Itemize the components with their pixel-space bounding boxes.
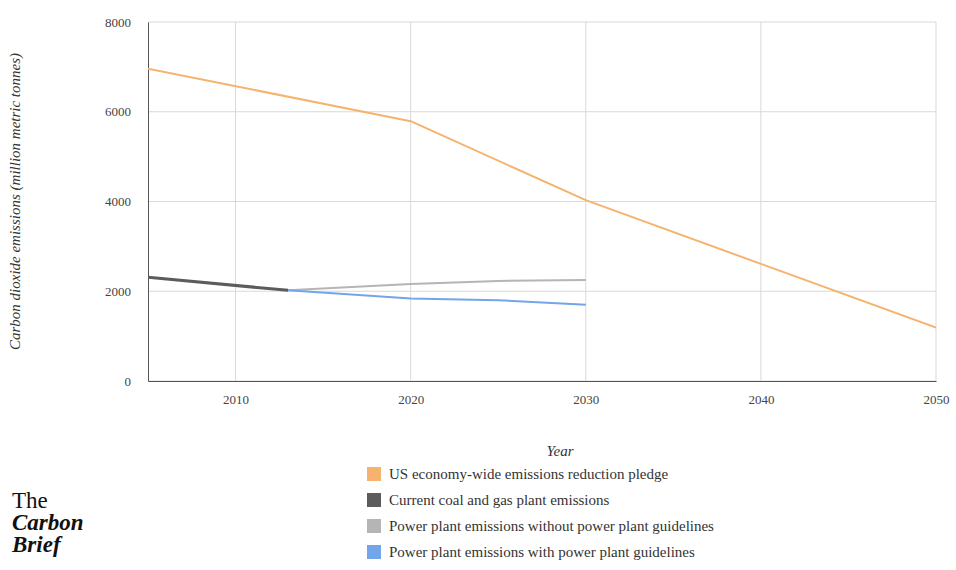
x-tick-label: 2050	[924, 392, 950, 407]
legend-label: Power plant emissions without power plan…	[389, 518, 714, 534]
grid-line-y	[148, 201, 936, 202]
logo-text: Brief	[11, 532, 63, 557]
x-tick-label: 2030	[573, 392, 599, 407]
grid-line-y	[148, 22, 936, 23]
x-axis-line	[149, 381, 937, 382]
x-tick-label: 2040	[748, 392, 774, 407]
y-axis: 0 2000 4000 6000 8000	[105, 15, 149, 389]
grid	[148, 22, 936, 381]
series-line	[148, 277, 288, 290]
legend-swatch	[367, 519, 381, 533]
y-axis-line	[148, 23, 149, 382]
legend-label: Current coal and gas plant emissions	[389, 492, 610, 508]
grid-line-y	[148, 381, 936, 382]
series-line	[288, 280, 586, 290]
legend-swatch	[367, 493, 381, 507]
x-tick: 2040	[748, 381, 774, 407]
y-tick: 0	[125, 374, 149, 389]
x-tick: 2020	[398, 381, 424, 407]
series-line	[148, 69, 936, 328]
grid-line-y	[148, 111, 936, 112]
chart: 2010 2020 2030 2040 2050 0 2000 4000 6000 8000 Yea…	[0, 0, 956, 570]
x-axis: 2010 2020 2030 2040 2050	[149, 381, 950, 407]
grid-line-y	[148, 291, 936, 292]
y-tick: 8000	[105, 15, 148, 30]
y-tick: 6000	[105, 104, 148, 119]
y-tick: 4000	[105, 194, 148, 209]
x-tick-label: 2020	[398, 392, 424, 407]
y-tick: 2000	[105, 284, 148, 299]
legend: US economy-wide emissions reduction pled…	[367, 466, 714, 560]
series-line	[288, 290, 586, 304]
y-tick-label: 4000	[105, 194, 131, 209]
logo: TheCarbonBrief	[11, 488, 84, 557]
x-tick: 2030	[573, 381, 599, 407]
y-tick-label: 8000	[105, 15, 131, 30]
legend-label: US economy-wide emissions reduction pled…	[389, 466, 668, 482]
legend-swatch	[367, 467, 381, 481]
y-tick-label: 2000	[105, 284, 131, 299]
legend-label: Power plant emissions with power plant g…	[389, 544, 695, 560]
y-axis-title: Carbon dioxide emissions (million metric…	[7, 53, 24, 350]
x-tick: 2010	[223, 381, 249, 407]
y-tick-label: 6000	[105, 104, 131, 119]
x-tick-label: 2010	[223, 392, 249, 407]
x-tick: 2050	[924, 381, 950, 407]
lines	[148, 69, 936, 328]
y-tick-label: 0	[125, 374, 132, 389]
x-axis-title: Year	[547, 443, 574, 459]
legend-swatch	[367, 545, 381, 559]
